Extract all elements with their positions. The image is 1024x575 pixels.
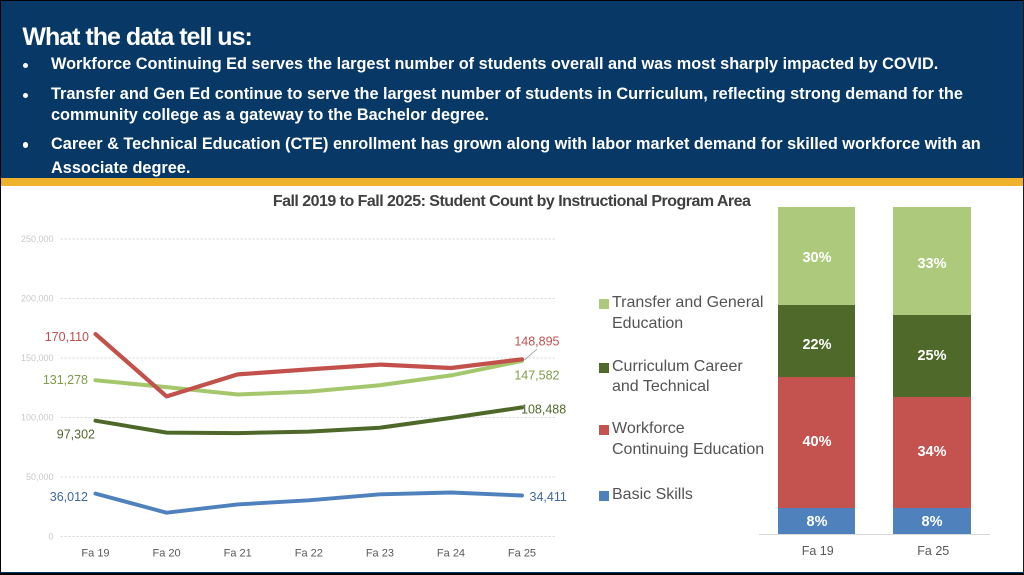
svg-text:147,582: 147,582	[514, 369, 559, 383]
svg-text:148,895: 148,895	[514, 335, 559, 349]
svg-text:108,488: 108,488	[521, 403, 566, 417]
svg-text:131,278: 131,278	[43, 373, 88, 387]
svg-text:0: 0	[48, 532, 53, 542]
svg-text:Fa 20: Fa 20	[153, 548, 181, 560]
svg-text:50,000: 50,000	[26, 472, 54, 482]
svg-text:34,411: 34,411	[530, 490, 567, 504]
svg-text:Fa 23: Fa 23	[366, 548, 394, 560]
svg-text:Fa 19: Fa 19	[81, 548, 109, 560]
svg-text:150,000: 150,000	[21, 353, 54, 363]
svg-text:Fa 24: Fa 24	[437, 548, 465, 560]
svg-text:97,302: 97,302	[57, 428, 95, 442]
svg-text:Fa 22: Fa 22	[295, 548, 323, 560]
svg-text:170,110: 170,110	[45, 330, 89, 344]
svg-text:200,000: 200,000	[21, 294, 54, 304]
svg-text:100,000: 100,000	[21, 413, 54, 423]
svg-text:Fa 21: Fa 21	[224, 548, 252, 560]
svg-text:250,000: 250,000	[21, 234, 54, 244]
svg-text:36,012: 36,012	[50, 490, 88, 504]
svg-text:Fa 25: Fa 25	[508, 548, 536, 560]
